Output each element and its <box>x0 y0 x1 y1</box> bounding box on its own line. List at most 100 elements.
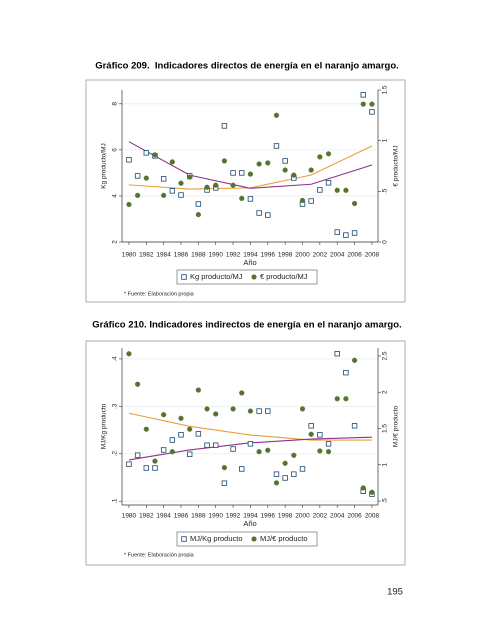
point <box>325 151 332 157</box>
x-tick-label: 1980 <box>122 513 137 520</box>
point <box>369 109 375 115</box>
point <box>204 442 210 448</box>
x-tick-label: 2008 <box>365 252 380 259</box>
point <box>317 154 323 160</box>
y-tick-label: .2 <box>112 451 119 457</box>
point <box>308 423 314 429</box>
point <box>369 101 375 107</box>
x-tick-label: 1988 <box>191 513 206 520</box>
point <box>143 175 149 181</box>
y2-tick-label: 1 <box>382 463 389 467</box>
point <box>126 351 132 357</box>
point <box>256 210 262 216</box>
y-tick-label: 4 <box>112 194 119 198</box>
source-note: * Fuente: Elaboración propia <box>124 552 195 558</box>
legend-label: Kg producto/MJ <box>190 272 243 281</box>
point <box>334 396 340 402</box>
point <box>230 406 236 412</box>
point <box>247 171 254 177</box>
legend-label: € producto/MJ <box>260 272 308 281</box>
point <box>351 200 358 207</box>
x-tick-label: 1984 <box>156 252 171 259</box>
point <box>282 167 288 173</box>
point <box>126 201 132 208</box>
point <box>273 480 280 486</box>
point <box>325 449 332 455</box>
point <box>195 201 202 207</box>
point <box>169 449 175 455</box>
y2-tick-label: .5 <box>382 188 389 194</box>
plot-area <box>122 348 378 505</box>
point <box>256 161 262 167</box>
fit-line <box>128 141 373 189</box>
legend-box <box>176 269 318 285</box>
point <box>221 480 228 486</box>
x-tick-label: 1990 <box>208 252 223 259</box>
point <box>334 350 340 357</box>
x-tick-label: 1984 <box>156 513 171 520</box>
point <box>308 198 314 204</box>
point <box>317 448 323 454</box>
point <box>195 431 202 437</box>
y2-tick-label: 1 <box>382 138 389 142</box>
x-axis-title: Año <box>243 519 256 528</box>
y2-tick-label: 2 <box>382 390 389 394</box>
x-tick-label: 2002 <box>313 252 328 259</box>
x-tick-label: 1992 <box>226 513 241 520</box>
point <box>152 458 158 464</box>
point <box>204 406 210 412</box>
point <box>230 446 236 452</box>
point <box>343 187 349 193</box>
point <box>230 182 236 188</box>
x-tick-label: 2006 <box>347 252 362 259</box>
point <box>291 452 297 458</box>
point <box>308 167 314 173</box>
x-tick-label: 1986 <box>174 513 189 520</box>
y-tick-label: 8 <box>112 102 119 106</box>
point <box>152 465 158 471</box>
y-tick-label: 2 <box>112 240 119 244</box>
legend-marker <box>251 536 257 542</box>
x-tick-label: 1996 <box>261 513 276 520</box>
point <box>273 143 280 149</box>
point <box>169 159 175 165</box>
point <box>135 381 141 387</box>
point <box>299 466 306 472</box>
point <box>343 396 349 402</box>
y-axis-title: MJ/Kg producto <box>101 403 108 449</box>
point <box>178 192 184 198</box>
point <box>334 229 340 235</box>
point <box>135 192 141 198</box>
point <box>213 411 219 417</box>
point <box>273 112 280 118</box>
point <box>360 92 366 98</box>
x-tick-label: 1990 <box>208 513 223 520</box>
point <box>213 442 219 448</box>
point <box>265 212 271 218</box>
y-tick-label: .4 <box>112 356 119 362</box>
point <box>299 197 306 204</box>
point <box>152 152 158 158</box>
y2-tick-label: 2.5 <box>382 351 389 360</box>
point <box>178 432 184 438</box>
point <box>282 158 288 164</box>
point <box>160 447 167 453</box>
point <box>160 176 167 182</box>
point <box>282 460 288 466</box>
point <box>325 441 332 447</box>
point <box>351 423 358 429</box>
legend-box <box>176 531 318 547</box>
x-tick-label: 1982 <box>139 513 154 520</box>
y2-tick-label: 0 <box>382 240 389 244</box>
x-tick-label: 1992 <box>226 252 241 259</box>
y-tick-label: .3 <box>112 403 119 409</box>
y-axis-title: Kg producto/MJ <box>101 143 108 189</box>
point <box>343 369 349 376</box>
point <box>239 390 245 396</box>
x-tick-label: 1998 <box>278 513 293 520</box>
point <box>169 437 176 443</box>
point <box>213 182 219 188</box>
point <box>369 489 375 495</box>
